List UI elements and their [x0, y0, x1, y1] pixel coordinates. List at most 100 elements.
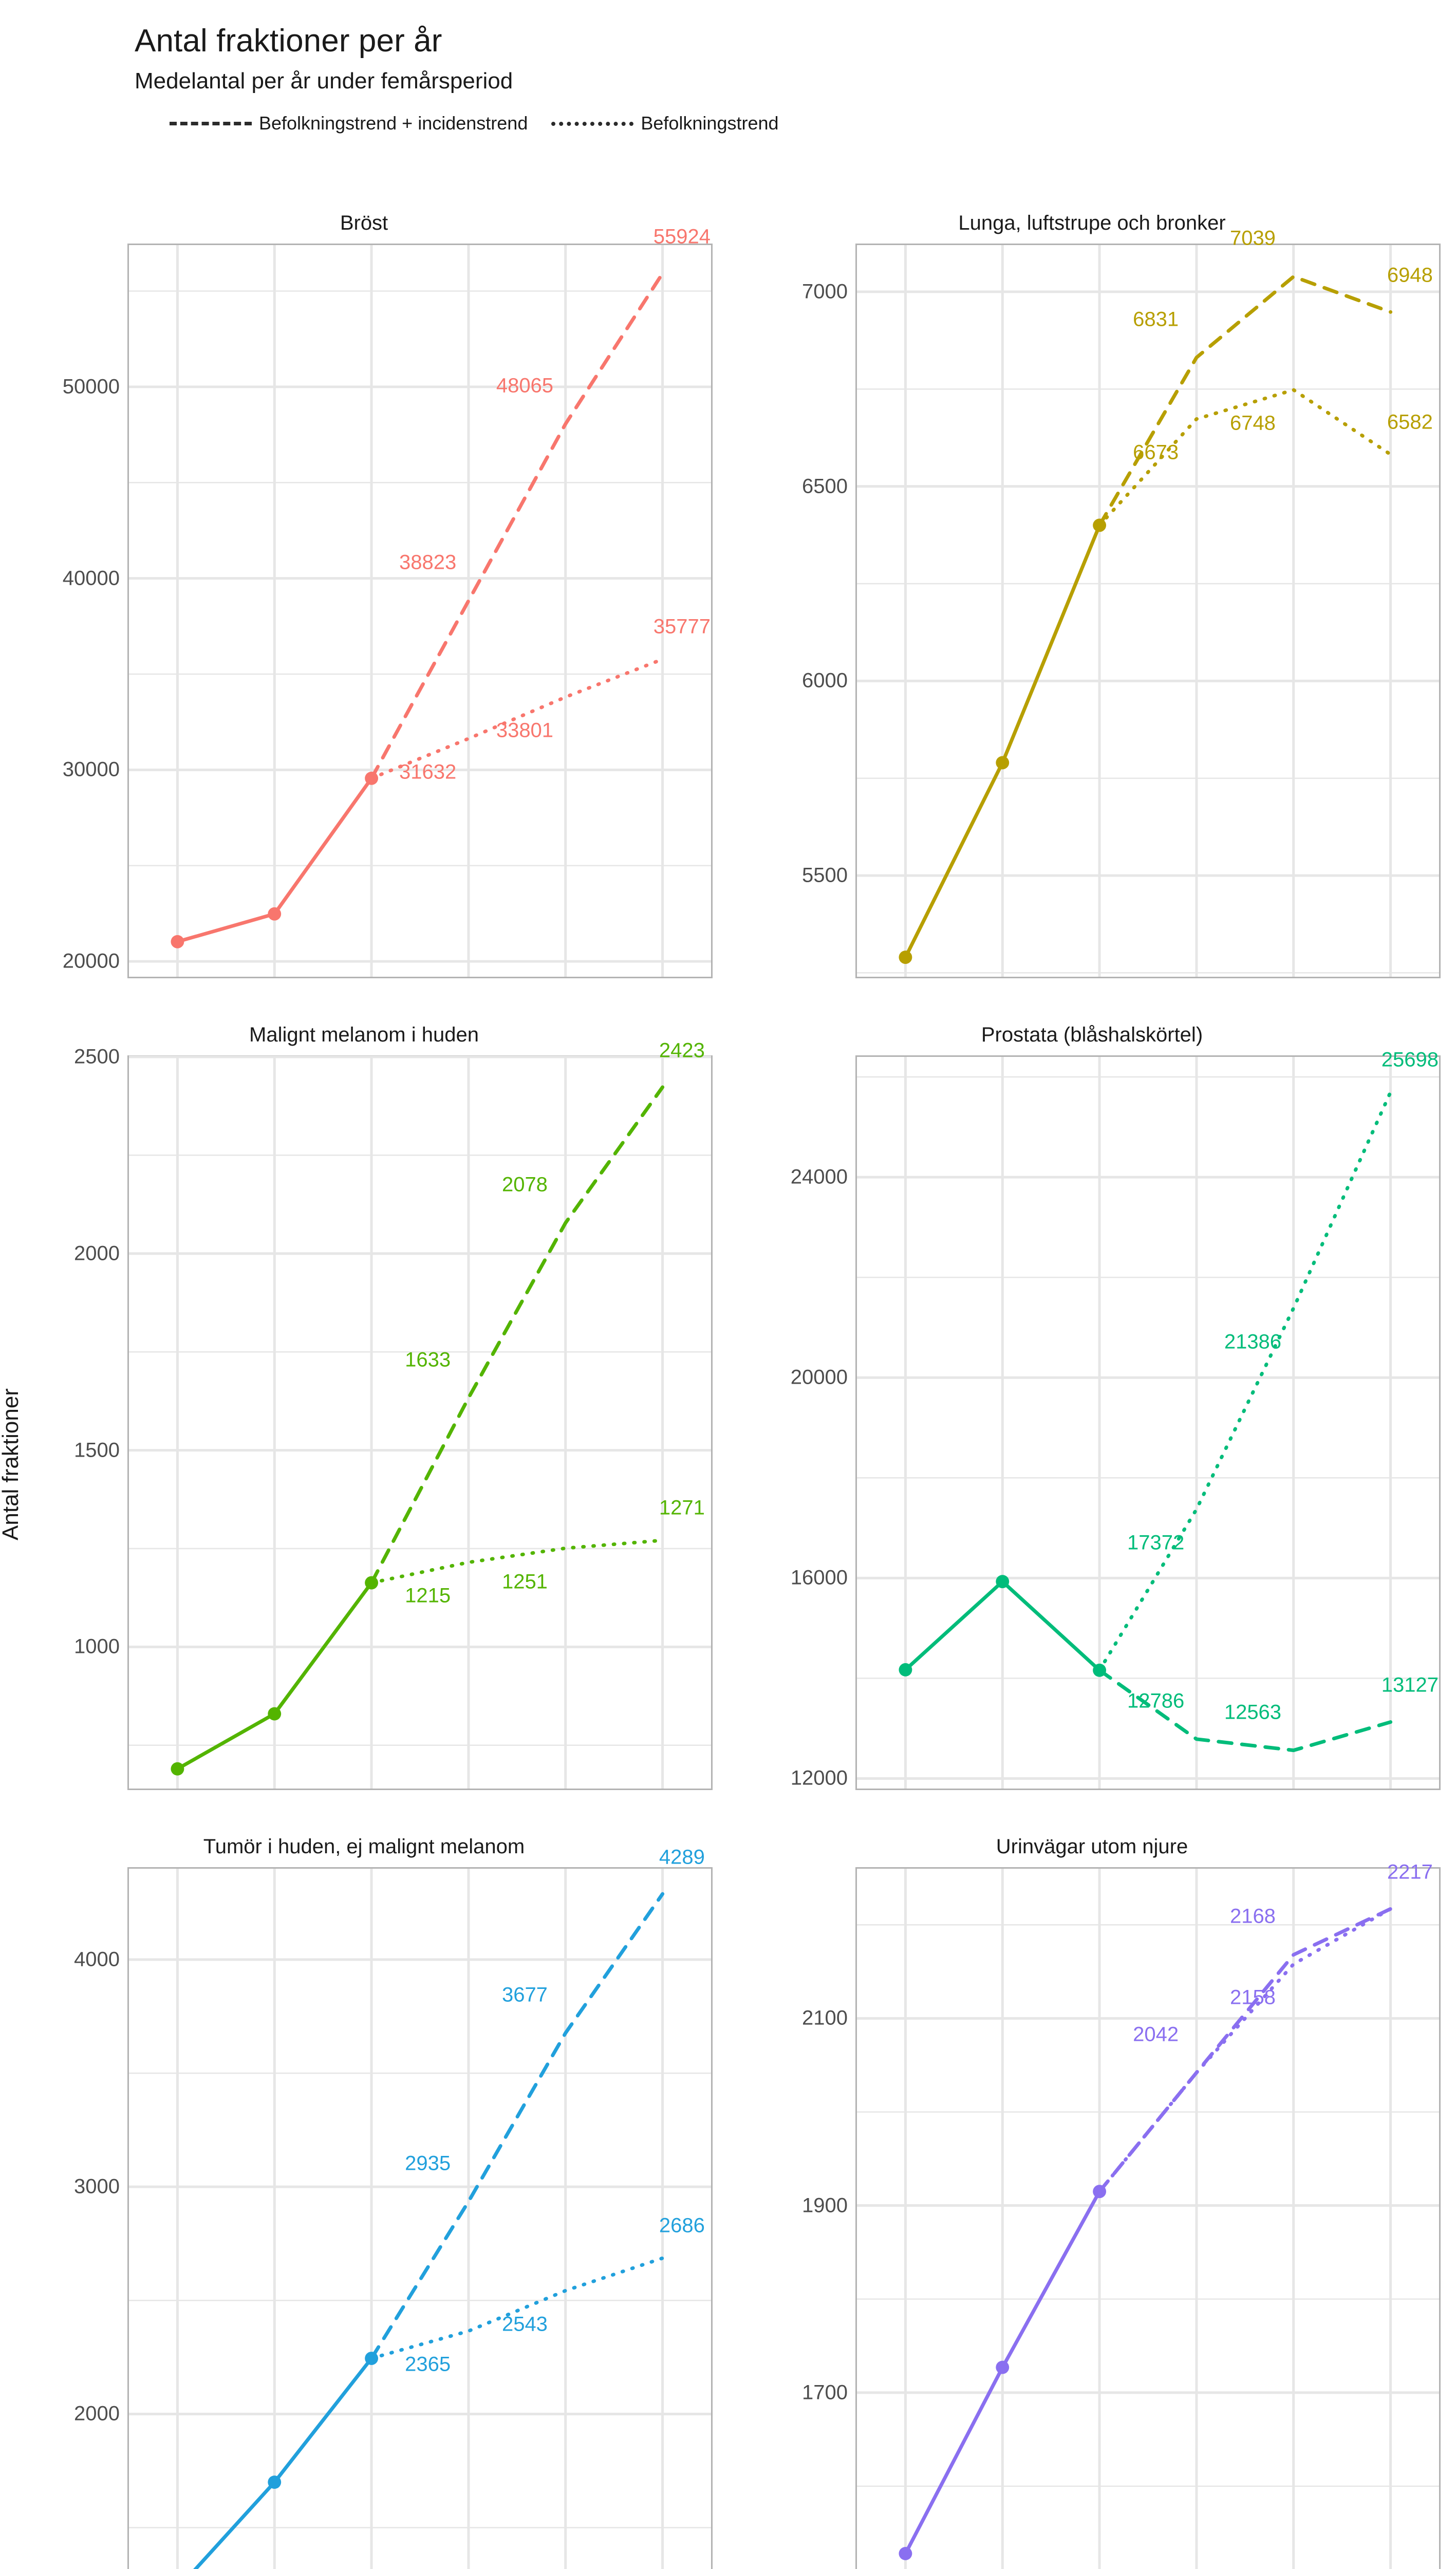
value-label: 13127 — [1381, 1673, 1439, 1697]
value-label: 25698 — [1381, 1048, 1439, 1071]
value-label: 2158 — [1229, 1986, 1276, 2009]
series-line-dashed — [1097, 274, 1393, 527]
series-line-dotted — [369, 1538, 665, 1585]
series-line-dotted — [1097, 1090, 1393, 1672]
series-line-dotted — [369, 657, 665, 780]
panel-tum-r-i-huden-ej-malignt-melanom: Tumör i huden, ej malignt melanom 2000 300… — [0, 1828, 728, 2569]
plot-panel: 20000 30000 40000 50000 38823 48065 55924 31632… — [63, 225, 713, 978]
y-tick-label: 1000 — [74, 1635, 120, 1658]
value-label: 7039 — [1229, 227, 1276, 250]
legend: Befolkningstrend + incidenstrend Befolkn… — [0, 94, 1456, 134]
plot-area: 12000 16000 20000 24000 12786 12563 13127 17372… — [791, 1048, 1441, 1828]
value-label: 55924 — [653, 225, 711, 248]
y-tick-label: 4000 — [74, 1948, 120, 1971]
y-tick-label: 50000 — [62, 375, 120, 398]
plot-area: 150017001900210020422168221721582001-200… — [802, 1861, 1441, 2569]
data-point — [171, 935, 184, 948]
panel-title: Lunga, luftstrupe och bronker — [958, 212, 1226, 234]
y-tick-label: 6500 — [802, 475, 848, 498]
y-tick-label: 12000 — [790, 1766, 848, 1790]
value-label: 2365 — [405, 2353, 451, 2376]
value-label: 17372 — [1127, 1531, 1185, 1554]
gridlines — [857, 1057, 1439, 1789]
value-label: 35777 — [653, 615, 711, 638]
data-point — [996, 756, 1010, 770]
y-tick-label: 5500 — [802, 864, 848, 887]
value-label: 21386 — [1224, 1330, 1282, 1353]
panel-title: Tumör i huden, ej malignt melanom — [203, 1835, 525, 1858]
value-label: 1271 — [659, 1496, 705, 1519]
panel-urinv-gar-utom-njure: Urinvägar utom njure 1500 1700 1900 2100 2042… — [728, 1828, 1456, 2569]
data-point — [996, 2360, 1010, 2374]
series-line-dashed — [1097, 1668, 1393, 1753]
legend-label-dotted: Befolkningstrend — [641, 113, 779, 134]
y-tick-label: 1900 — [802, 2194, 848, 2217]
plot-area: 2000 3000 4000 2935 3677 4289 2365 2543 2686 — [74, 1846, 713, 2569]
y-tick-label: 2100 — [802, 2006, 848, 2030]
legend-label-dashed: Befolkningstrend + incidenstrend — [259, 113, 528, 134]
value-label: 2686 — [659, 2214, 705, 2237]
plot-area: 1000 1500 2000 2500 1633 2078 2423 1215 1251 1271 — [74, 1039, 713, 1828]
panel-title: Prostata (blåshalskörtel) — [981, 1023, 1203, 1046]
plot-panel: 2000 3000 4000 2935 3677 4289 2365 2543 2686 — [74, 1846, 713, 2569]
series-line-dotted — [1097, 388, 1393, 527]
value-label: 2423 — [659, 1039, 705, 1062]
gridlines — [857, 1869, 1439, 2569]
value-label: 2168 — [1229, 1905, 1276, 1928]
gridlines — [857, 245, 1439, 977]
value-label: 2543 — [501, 2313, 548, 2336]
y-tick-label: 20000 — [790, 1366, 848, 1389]
y-tick-label: 1700 — [802, 2381, 848, 2404]
series-line-dotted — [369, 2256, 665, 2360]
plot-panel: 5500 6000 6500 7000 6831 7039 6948 6673 6748 6582 — [802, 227, 1441, 978]
value-label: 3677 — [501, 1983, 548, 2006]
value-label: 4289 — [659, 1846, 705, 1869]
panel-title: Bröst — [340, 212, 388, 234]
series-line-dashed — [369, 271, 665, 780]
value-label: 33801 — [496, 719, 554, 742]
value-label: 6748 — [1229, 412, 1276, 435]
figure-subtitle: Medelantal per år under femårsperiod — [135, 68, 513, 94]
data-point — [899, 2547, 912, 2560]
panel-title: Malignt melanom i huden — [249, 1023, 479, 1046]
data-point — [268, 907, 282, 921]
y-tick-label: 40000 — [62, 567, 120, 590]
data-point — [899, 1663, 912, 1677]
plot-area: 5500 6000 6500 7000 6831 7039 6948 6673 6748 6582 — [802, 227, 1441, 1016]
y-tick-label: 24000 — [790, 1165, 848, 1188]
y-tick-label: 2500 — [74, 1045, 120, 1068]
series-line-dashed — [369, 1892, 665, 2360]
panel-row: Malignt melanom i huden 1000 1500 2000 2500 1… — [0, 1016, 1456, 1828]
data-point — [171, 1762, 184, 1776]
panel-malignt-melanom-i-huden: Malignt melanom i huden 1000 1500 2000 2500 1… — [0, 1016, 728, 1828]
gridlines — [129, 1055, 711, 1789]
value-label: 48065 — [496, 374, 554, 397]
figure-header: Antal fraktioner per år Medelantal per å… — [0, 0, 1456, 134]
y-tick-label: 30000 — [62, 758, 120, 781]
y-tick-label: 2000 — [74, 2402, 120, 2425]
data-point — [268, 2475, 282, 2489]
plot-panel: 150017001900210020422168221721582001-200… — [802, 1861, 1441, 2569]
plot-area: 20000 30000 40000 50000 38823 48065 55924 31632… — [63, 225, 713, 1016]
y-tick-label: 6000 — [802, 669, 848, 692]
value-label: 2935 — [405, 2152, 451, 2175]
panel-br-st: Bröst 20000 30000 40000 50000 38823 48065 55924… — [0, 204, 728, 1016]
figure-title: Antal fraktioner per år — [135, 23, 442, 59]
value-label: 1215 — [405, 1584, 451, 1607]
plot-panel: 1000 1500 2000 2500 1633 2078 2423 1215 1251 1271 — [74, 1039, 713, 1790]
y-tick-label: 1500 — [74, 1439, 120, 1462]
series-line-dashed — [369, 1085, 665, 1585]
y-tick-label: 2000 — [74, 1242, 120, 1265]
y-tick-label: 20000 — [62, 950, 120, 973]
data-point — [268, 1707, 282, 1721]
value-label: 2078 — [501, 1173, 548, 1196]
value-label: 31632 — [399, 760, 457, 784]
panel-title: Urinvägar utom njure — [996, 1835, 1188, 1858]
panel-lunga-luftstrupe-och-bronker: Lunga, luftstrupe och bronker 5500 6000 650… — [728, 204, 1456, 1016]
value-label: 1633 — [405, 1348, 451, 1371]
value-label: 1251 — [501, 1570, 548, 1593]
gridlines — [129, 1869, 711, 2569]
value-label: 2042 — [1133, 2023, 1179, 2046]
plot-panel: 12000 16000 20000 24000 12786 12563 13127 17372… — [791, 1048, 1441, 1790]
